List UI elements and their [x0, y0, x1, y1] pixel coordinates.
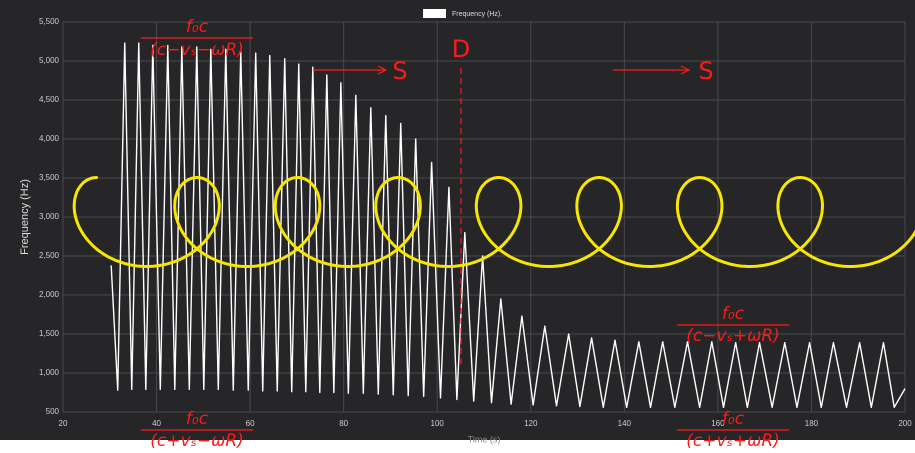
legend-swatch: [423, 9, 446, 18]
formula-denominator: (c−vₛ−ωR): [150, 40, 244, 60]
formula-numerator: f₀c: [722, 409, 745, 429]
x-tick-label: 20: [59, 419, 68, 428]
formula-denominator: (c−vₛ+ωR): [686, 326, 780, 346]
loop-path: [72, 175, 915, 268]
x-tick-label: 160: [711, 419, 725, 428]
y-tick-label: 3,000: [39, 212, 60, 221]
y-tick-label: 4,000: [39, 134, 60, 143]
y-tick-label: 1,000: [39, 368, 60, 377]
x-axis-title: Time (s): [468, 434, 501, 444]
x-tick-label: 120: [524, 419, 538, 428]
x-tick-label: 40: [152, 419, 161, 428]
formula-numerator: f₀c: [722, 304, 745, 324]
annotation-label: D: [452, 35, 470, 63]
x-tick-label: 180: [805, 419, 819, 428]
y-tick-label: 4,500: [39, 95, 60, 104]
arrow-head: [377, 65, 388, 75]
formula-numerator: f₀c: [186, 409, 209, 429]
y-tick-label: 3,500: [39, 173, 60, 182]
y-tick-label: 5,000: [39, 56, 60, 65]
x-tick-label: 100: [431, 419, 445, 428]
y-tick-label: 2,000: [39, 290, 60, 299]
x-tick-label: 60: [246, 419, 255, 428]
x-tick-label: 140: [618, 419, 632, 428]
y-axis-title: Frequency (Hz): [19, 179, 31, 255]
legend-label: Frequency (Hz).: [452, 11, 502, 18]
y-tick-label: 2,500: [39, 251, 60, 260]
arrow-head: [680, 65, 691, 75]
annotation-label: S: [698, 57, 713, 85]
formula-denominator: (c+vₛ−ωR): [150, 431, 244, 451]
y-tick-label: 500: [46, 407, 60, 416]
x-tick-label: 200: [898, 419, 912, 428]
line-series: [110, 42, 906, 409]
y-tick-label: 1,500: [39, 329, 60, 338]
annotation-label: S: [392, 57, 407, 85]
x-tick-label: 80: [339, 419, 348, 428]
y-tick-label: 5,500: [39, 17, 60, 26]
formula-denominator: (c+vₛ+ωR): [686, 431, 780, 451]
formula-numerator: f₀c: [186, 17, 209, 37]
